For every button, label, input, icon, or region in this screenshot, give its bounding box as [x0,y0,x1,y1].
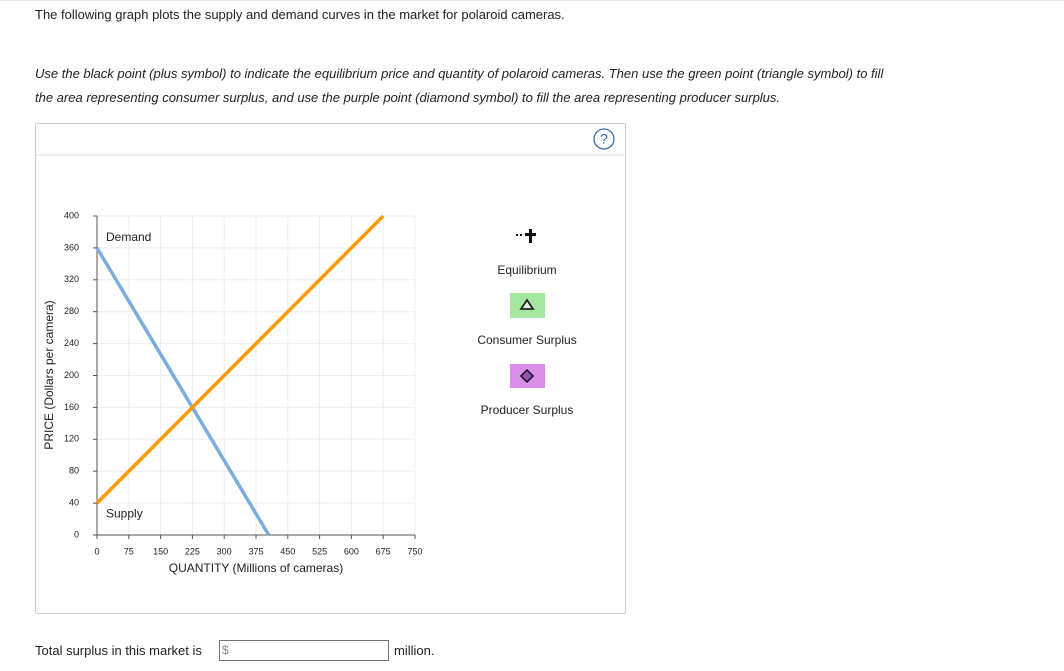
answer-prefix: Total surplus in this market is [35,643,202,658]
curve [95,214,385,505]
y-tick-label: 320 [64,274,79,284]
tool-label: Producer Surplus [481,403,574,417]
intro: The following graph plots the supply and… [35,7,565,22]
tool-dot [520,234,522,236]
triangle-icon [519,298,535,310]
y-tick-label: 240 [64,338,79,348]
chart: ? PRICE (Dollars per camera) QUANTITY (M… [36,128,624,575]
x-tick-label: 600 [344,546,359,556]
x-tick-label: 675 [376,546,391,556]
tool-dot [516,234,518,236]
answer-input[interactable]: $ [219,640,389,661]
y-tick-label: 400 [64,210,79,220]
top-rule [0,0,1064,1]
y-tick-label: 120 [64,434,79,444]
graph-panel [35,123,626,614]
y-tick-label: 40 [69,497,79,507]
equilibrium-tool[interactable] [525,229,536,243]
x-tick-label: 750 [407,546,422,556]
x-tick-label: 300 [217,546,232,556]
y-axis-label: PRICE (Dollars per camera) [42,300,56,449]
x-tick-label: 525 [312,546,327,556]
y-tick-label: 160 [64,402,79,412]
diamond-icon [519,368,535,384]
y-tick-label: 80 [69,466,79,476]
x-tick-label: 150 [153,546,168,556]
tool-label: Consumer Surplus [477,333,576,347]
curve [95,247,271,536]
help-button[interactable] [593,128,615,150]
tool-label: Equilibrium [497,263,556,277]
y-tick-label: 200 [64,370,79,380]
y-tick-label: 280 [64,306,79,316]
instructions: Use the black point (plus symbol) to ind… [35,66,884,81]
x-axis-label: QUANTITY (Millions of cameras) [169,561,343,575]
y-tick-label: 360 [64,242,79,252]
x-tick-label: 75 [124,546,134,556]
x-tick-label: 0 [94,546,99,556]
y-tick-label: 0 [74,529,79,539]
answer-suffix: million. [394,643,435,658]
currency: $ [222,643,229,657]
instructions: the area representing consumer surplus, … [35,90,781,105]
x-tick-label: 450 [280,546,295,556]
help-icon: ? [600,131,608,147]
x-tick-label: 225 [185,546,200,556]
x-tick-label: 375 [248,546,263,556]
curve-label: Demand [106,230,151,244]
curve-label: Supply [106,506,143,520]
